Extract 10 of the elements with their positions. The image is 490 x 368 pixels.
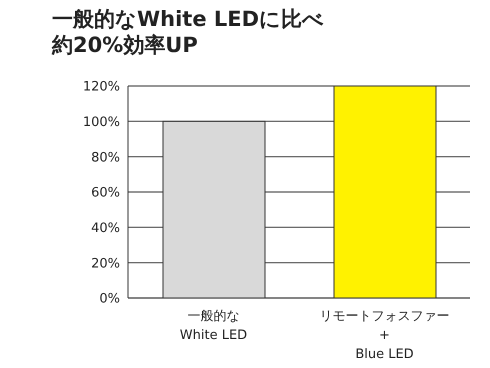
y-tick-label: 0% bbox=[99, 292, 120, 307]
y-tick-label: 40% bbox=[91, 220, 120, 236]
x-tick-label: リモートフォスファー + Blue LED bbox=[320, 309, 450, 362]
y-tick-label: 100% bbox=[82, 114, 120, 130]
y-tick-label: 120% bbox=[82, 80, 120, 95]
y-tick-label: 60% bbox=[91, 186, 120, 201]
chart-title: 一般的なWhite LEDに比べ約20%効率UP bbox=[52, 6, 326, 58]
x-tick-label: 一般的な White LED bbox=[180, 309, 248, 343]
y-tick-label: 80% bbox=[91, 150, 120, 166]
y-tick-label: 20% bbox=[91, 256, 120, 272]
